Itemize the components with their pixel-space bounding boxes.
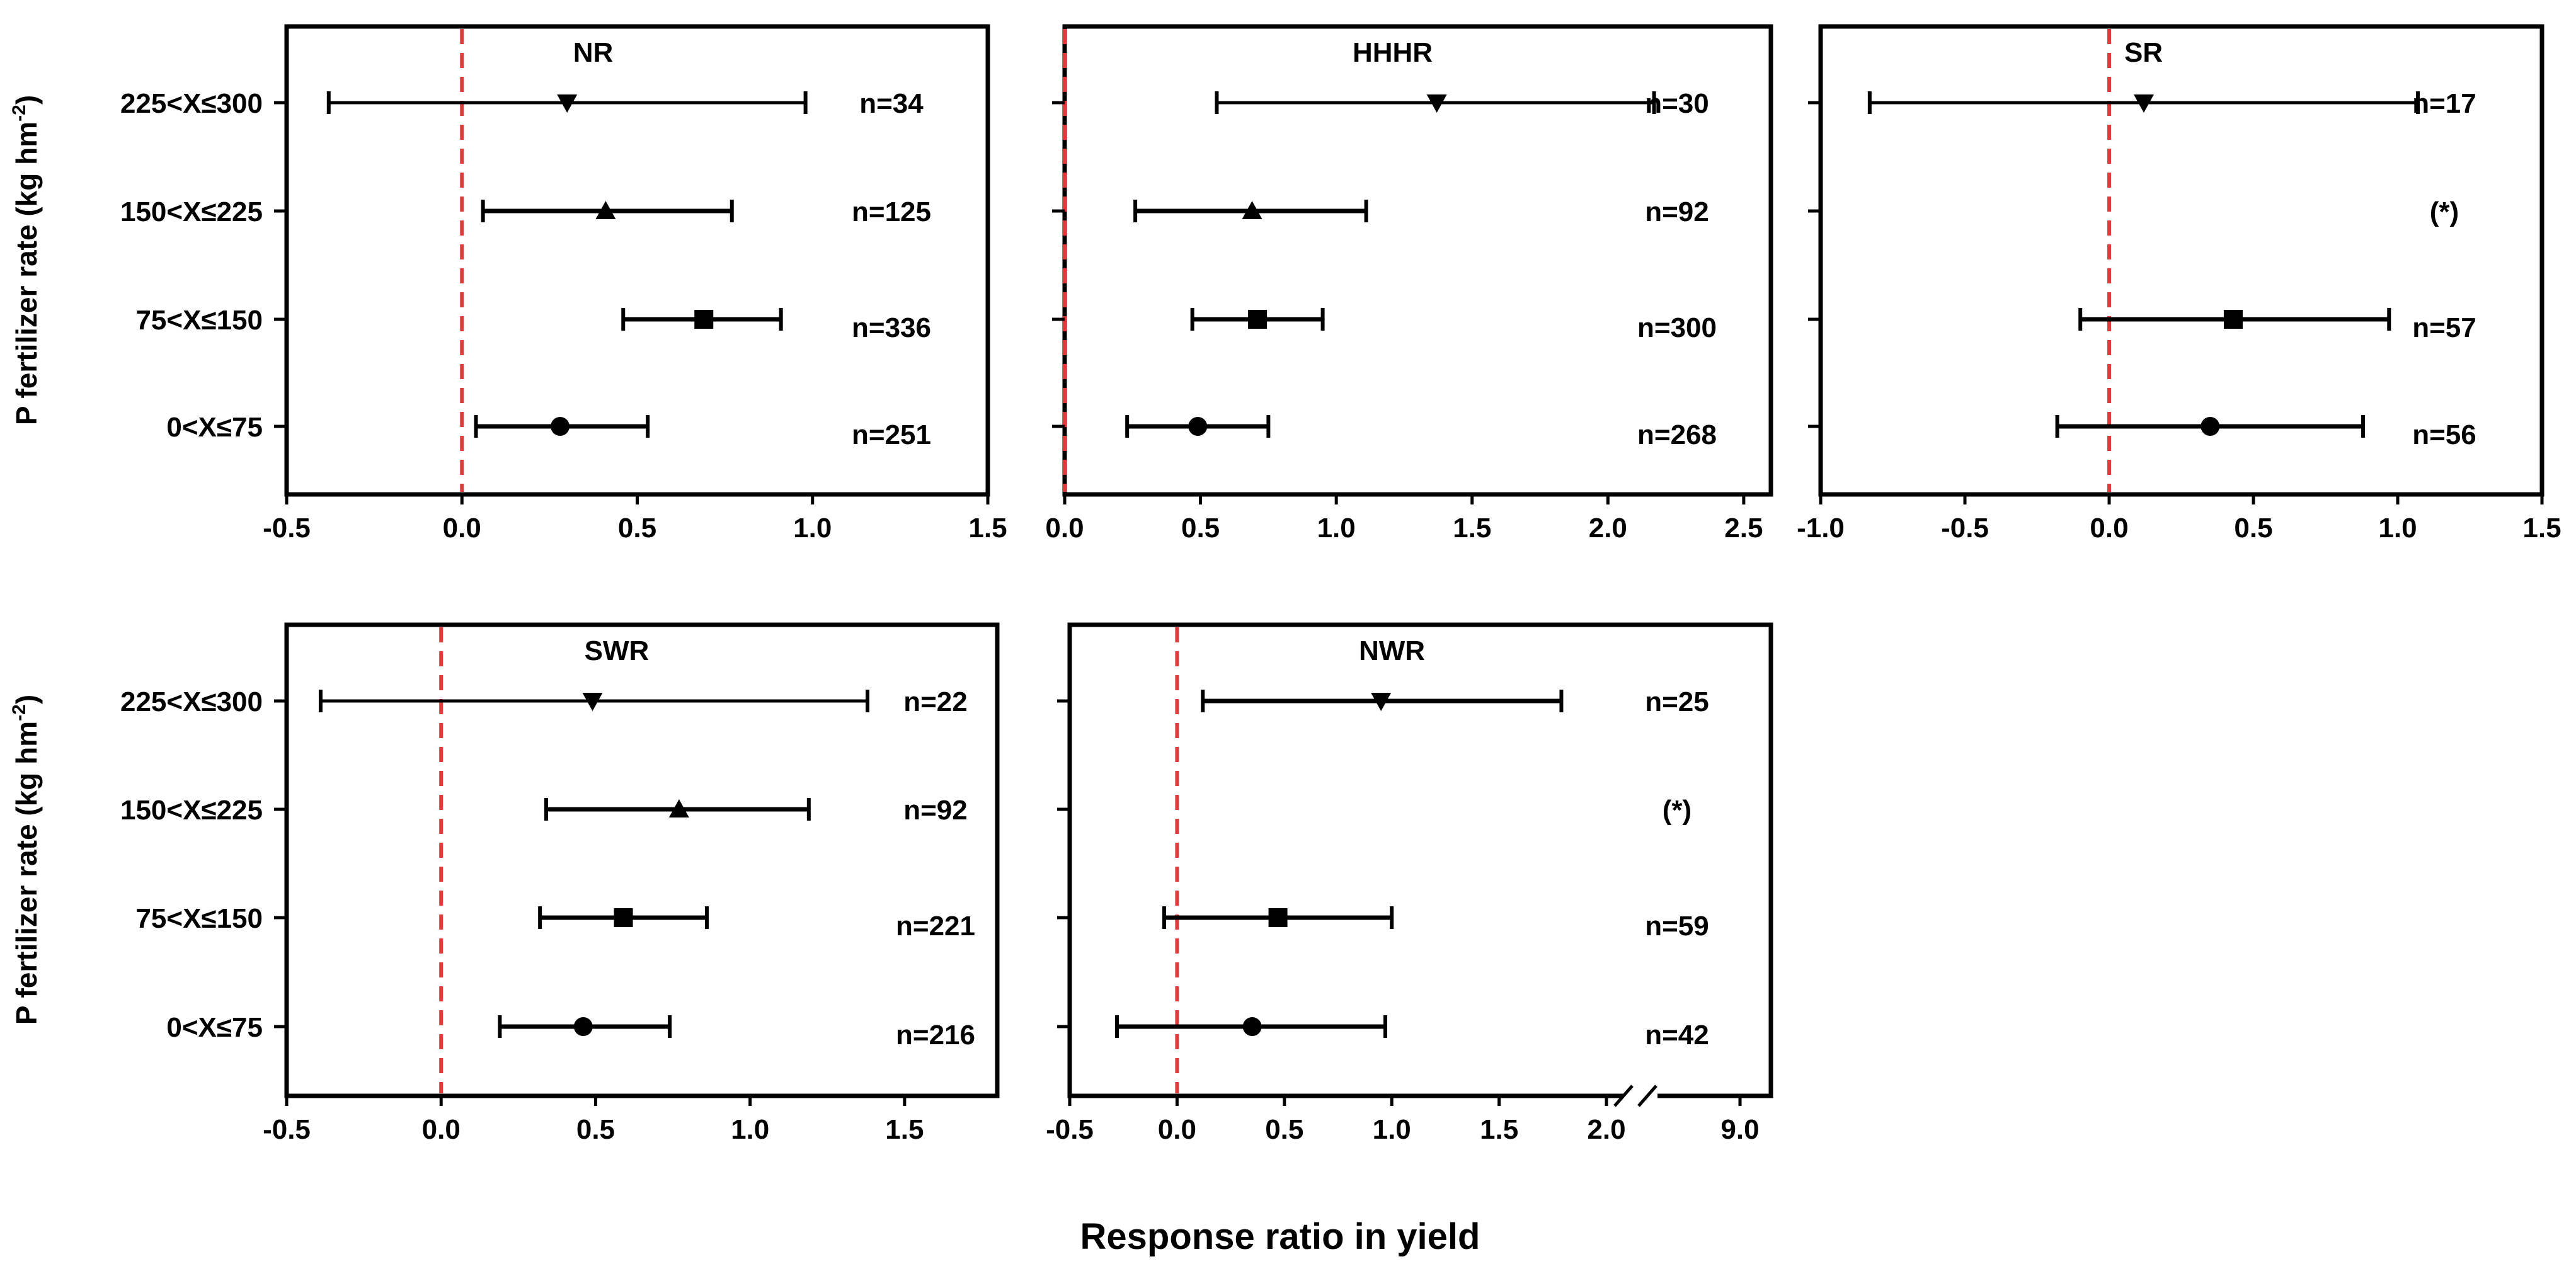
x-tick-label: 1.0	[1317, 513, 1356, 544]
category-label: 225<X≤300	[120, 88, 263, 119]
sample-size-label: n=92	[1645, 197, 1709, 227]
marker-triangle-down	[582, 693, 603, 711]
sample-size-label: (*)	[1663, 795, 1692, 826]
category-label: 75<X≤150	[135, 903, 263, 934]
sample-size-label: n=22	[903, 686, 968, 717]
sample-size-label: n=221	[896, 911, 975, 942]
y-axis-title: P fertilizer rate (kg hm-2)	[9, 695, 43, 1025]
x-tick-label: 1.0	[2378, 513, 2417, 544]
panel-hhhr: 0.0 0.5 1.0 1.5 2.0 2.5 HHHR n=30 n=92 n=300 n=268	[1045, 24, 1773, 544]
x-tick-label: 2.0	[1589, 513, 1627, 544]
x-tick-label: 0.0	[1158, 1114, 1196, 1145]
marker-triangle-down	[2133, 94, 2154, 113]
panel-nr: -0.5 0.0 0.5 1.0 1.5 225<X≤300 150<X≤225 75<X≤1…	[9, 24, 1007, 544]
x-tick-label: 1.5	[885, 1114, 924, 1145]
sample-size-label: n=17	[2412, 88, 2476, 119]
sample-size-label: n=57	[2412, 312, 2476, 343]
category-label: 150<X≤225	[120, 795, 263, 826]
sample-size-label: n=42	[1645, 1020, 1709, 1051]
x-tick-label: 1.0	[793, 513, 832, 544]
x-tick-label: 1.0	[731, 1114, 769, 1145]
x-tick-label: -0.5	[263, 513, 311, 544]
panel-swr: -0.5 0.0 0.5 1.0 1.5 225<X≤300 150<X≤225 75<X≤1…	[9, 622, 1000, 1145]
sample-size-label: n=92	[903, 795, 968, 826]
x-tick-label: 0.0	[422, 1114, 461, 1145]
marker-circle	[551, 417, 570, 436]
sample-size-label: n=30	[1645, 88, 1709, 119]
x-tick-label: 0.0	[443, 513, 481, 544]
panel-sr: -1.0 -0.5 0.0 0.5 1.0 1.5 SR n=17 (*) n=57 n=56	[1797, 24, 2562, 544]
x-tick-label: 1.0	[1373, 1114, 1411, 1145]
marker-circle	[573, 1017, 593, 1036]
x-tick-label: 1.5	[1453, 513, 1491, 544]
x-tick-label: 9.0	[1720, 1114, 1759, 1145]
axis-break-mark	[1637, 1085, 1657, 1107]
x-tick-label: 0.5	[1181, 513, 1220, 544]
x-axis-title: Response ratio in yield	[1080, 1216, 1480, 1257]
sample-size-label: n=125	[852, 197, 931, 227]
marker-circle	[1242, 1017, 1262, 1036]
sample-size-label: n=300	[1637, 312, 1717, 343]
panel-title: SR	[2124, 37, 2163, 68]
marker-square	[694, 310, 714, 329]
category-label: 0<X≤75	[166, 412, 263, 443]
marker-square	[1268, 908, 1288, 927]
x-tick-label: 2.5	[1724, 513, 1763, 544]
marker-square	[2223, 310, 2243, 329]
panel-title: NR	[573, 37, 614, 68]
x-tick-label: 0.5	[2234, 513, 2272, 544]
panel-title: NWR	[1359, 635, 1425, 666]
sample-size-label: n=34	[859, 88, 924, 119]
panel-frame	[1062, 24, 1773, 497]
x-tick-label: 1.5	[2522, 513, 2561, 544]
marker-circle	[2201, 417, 2220, 436]
sample-size-label: n=25	[1645, 686, 1709, 717]
sample-size-label: n=216	[896, 1020, 975, 1051]
sample-size-label: (*)	[2430, 197, 2459, 227]
category-label: 150<X≤225	[120, 197, 263, 227]
x-tick-label: 1.5	[1480, 1114, 1518, 1145]
category-label: 0<X≤75	[166, 1012, 263, 1043]
panel-frame	[1818, 24, 2545, 497]
sample-size-label: n=336	[852, 312, 931, 343]
x-tick-label: 0.0	[1045, 513, 1084, 544]
sample-size-label: n=56	[2412, 419, 2476, 450]
marker-triangle-up	[1242, 201, 1262, 219]
marker-triangle-down	[1371, 693, 1392, 711]
x-tick-label: 0.5	[1265, 1114, 1303, 1145]
panel-title: SWR	[585, 635, 650, 666]
x-tick-label: 0.5	[618, 513, 656, 544]
x-tick-label: -0.5	[263, 1114, 311, 1145]
x-tick-label: 0.5	[576, 1114, 615, 1145]
sample-size-label: n=268	[1637, 419, 1717, 450]
marker-triangle-up	[595, 201, 616, 219]
marker-square	[614, 908, 633, 927]
sample-size-label: n=59	[1645, 911, 1709, 942]
x-tick-label: 0.0	[2090, 513, 2128, 544]
panel-frame	[1067, 622, 1773, 1098]
marker-square	[1248, 310, 1268, 329]
y-axis-title: P fertilizer rate (kg hm-2)	[9, 95, 43, 425]
x-tick-label: 1.5	[968, 513, 1007, 544]
sample-size-label: n=251	[852, 419, 931, 450]
category-label: 225<X≤300	[120, 686, 263, 717]
panel-nwr: -0.5 0.0 0.5 1.0 1.5 2.0 9.0 NWR n=25 (*) n=59 n=42	[1046, 622, 1773, 1145]
marker-triangle-down	[1426, 94, 1447, 113]
axis-break-mark	[1613, 1085, 1634, 1107]
marker-triangle-down	[557, 94, 578, 113]
marker-triangle-up	[668, 799, 689, 817]
x-tick-label: 2.0	[1587, 1114, 1625, 1145]
panel-title: HHHR	[1353, 37, 1433, 68]
marker-circle	[1188, 417, 1208, 436]
x-tick-label: -0.5	[1941, 513, 1989, 544]
x-tick-label: -1.0	[1797, 513, 1845, 544]
x-tick-label: -0.5	[1046, 1114, 1094, 1145]
category-label: 75<X≤150	[135, 305, 263, 336]
panel-frame	[284, 622, 1000, 1098]
